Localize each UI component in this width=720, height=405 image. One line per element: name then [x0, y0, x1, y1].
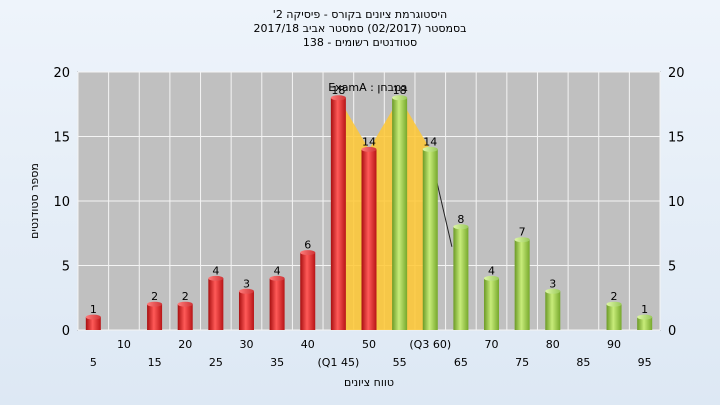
x-tick-label: 90: [607, 338, 621, 351]
histogram-bar: [514, 239, 530, 330]
chart-title-line-1: היסטוגרמת ציונים בקורס - פיסיקה 2': [272, 8, 448, 21]
x-tick-label: 80: [546, 338, 560, 351]
histogram-bar-cap: [300, 250, 316, 256]
histogram-bar-cap: [637, 314, 653, 320]
x-tick-label: 35: [270, 356, 284, 369]
bar-value-label: 4: [274, 264, 281, 277]
x-tick-label: (Q3 60): [409, 338, 451, 351]
histogram-bar: [238, 291, 254, 330]
histogram-bar: [300, 252, 316, 330]
bar-value-label: 4: [212, 264, 219, 277]
histogram-bar: [177, 304, 193, 330]
histogram-bar: [85, 317, 101, 330]
histogram-bar-cap: [422, 146, 438, 152]
histogram-bar-cap: [545, 288, 561, 294]
histogram-bar-cap: [269, 275, 285, 281]
histogram-bar: [392, 97, 408, 330]
histogram-bar-cap: [330, 95, 346, 101]
histogram-bar: [453, 226, 469, 330]
histogram-bar-cap: [85, 314, 101, 320]
histogram-bar: [637, 317, 653, 330]
histogram-bar-cap: [208, 275, 224, 281]
y-tick-label-right: 20: [668, 66, 685, 81]
histogram-bar-cap: [484, 275, 500, 281]
bar-value-label: 2: [182, 290, 189, 303]
histogram-bar-cap: [238, 288, 254, 294]
x-tick-label: 85: [576, 356, 590, 369]
x-tick-label: 10: [117, 338, 131, 351]
bar-value-label: 1: [641, 303, 648, 316]
histogram-bar: [147, 304, 163, 330]
y-tick-label-left: 0: [62, 324, 70, 339]
y-tick-label-right: 10: [668, 195, 685, 210]
bar-value-label: 14: [423, 135, 437, 148]
bar-value-label: 8: [457, 213, 464, 226]
histogram-bar-cap: [147, 301, 163, 307]
bar-value-label: 2: [611, 290, 618, 303]
annotation-label: במבחן : ExamA: [328, 81, 408, 94]
x-tick-label: 5: [90, 356, 97, 369]
bar-value-label: 7: [519, 226, 526, 239]
x-tick-label: 25: [209, 356, 223, 369]
y-axis-title: מספר סטודנטים: [28, 163, 41, 239]
y-tick-label-right: 5: [668, 260, 676, 275]
x-tick-label: 50: [362, 338, 376, 351]
histogram-bar: [606, 304, 622, 330]
histogram-bar-cap: [177, 301, 193, 307]
x-tick-label: 40: [301, 338, 315, 351]
trace-line: [435, 179, 453, 247]
x-axis-title: טווח ציונים: [344, 376, 394, 389]
bar-value-label: 14: [362, 135, 376, 148]
chart-title-line-2: בסמסטר (02/2017) סמסטר אביב 2017/18: [253, 22, 467, 35]
bar-value-label: 1: [90, 303, 97, 316]
bar-value-label: 2: [151, 290, 158, 303]
x-tick-label: 55: [393, 356, 407, 369]
histogram-bar: [208, 278, 224, 330]
chart-title-line-3: סטודנטים רשומים - 138: [302, 36, 418, 49]
bar-value-label: 18: [331, 84, 345, 97]
x-tick-label: 95: [638, 356, 652, 369]
x-tick-label: 65: [454, 356, 468, 369]
histogram-bar: [484, 278, 500, 330]
histogram-bar-cap: [392, 95, 408, 101]
histogram-bar-cap: [606, 301, 622, 307]
histogram-bar-cap: [514, 237, 530, 243]
y-tick-label-right: 0: [668, 324, 676, 339]
x-tick-label: 20: [178, 338, 192, 351]
x-tick-label: 70: [485, 338, 499, 351]
y-tick-label-right: 15: [668, 131, 685, 146]
histogram-bar-cap: [361, 146, 377, 152]
histogram-bar-cap: [453, 224, 469, 230]
bar-value-label: 6: [304, 239, 311, 252]
histogram-bar: [269, 278, 285, 330]
bar-value-label: 18: [393, 84, 407, 97]
y-tick-label-left: 15: [53, 131, 70, 146]
interquartile-highlight: [338, 97, 431, 330]
bar-value-label: 3: [243, 277, 250, 290]
y-tick-label-left: 20: [53, 66, 70, 81]
x-tick-label: 15: [148, 356, 162, 369]
histogram-bar: [361, 149, 377, 330]
bar-value-label: 3: [549, 277, 556, 290]
histogram-bar: [545, 291, 561, 330]
x-tick-label: 30: [239, 338, 253, 351]
histogram-bar: [422, 149, 438, 330]
bar-value-label: 4: [488, 264, 495, 277]
histogram-bar: [330, 97, 346, 330]
x-tick-label: (Q1 45): [318, 356, 360, 369]
y-tick-label-left: 5: [62, 260, 70, 275]
y-tick-label-left: 10: [53, 195, 70, 210]
x-tick-label: 75: [515, 356, 529, 369]
